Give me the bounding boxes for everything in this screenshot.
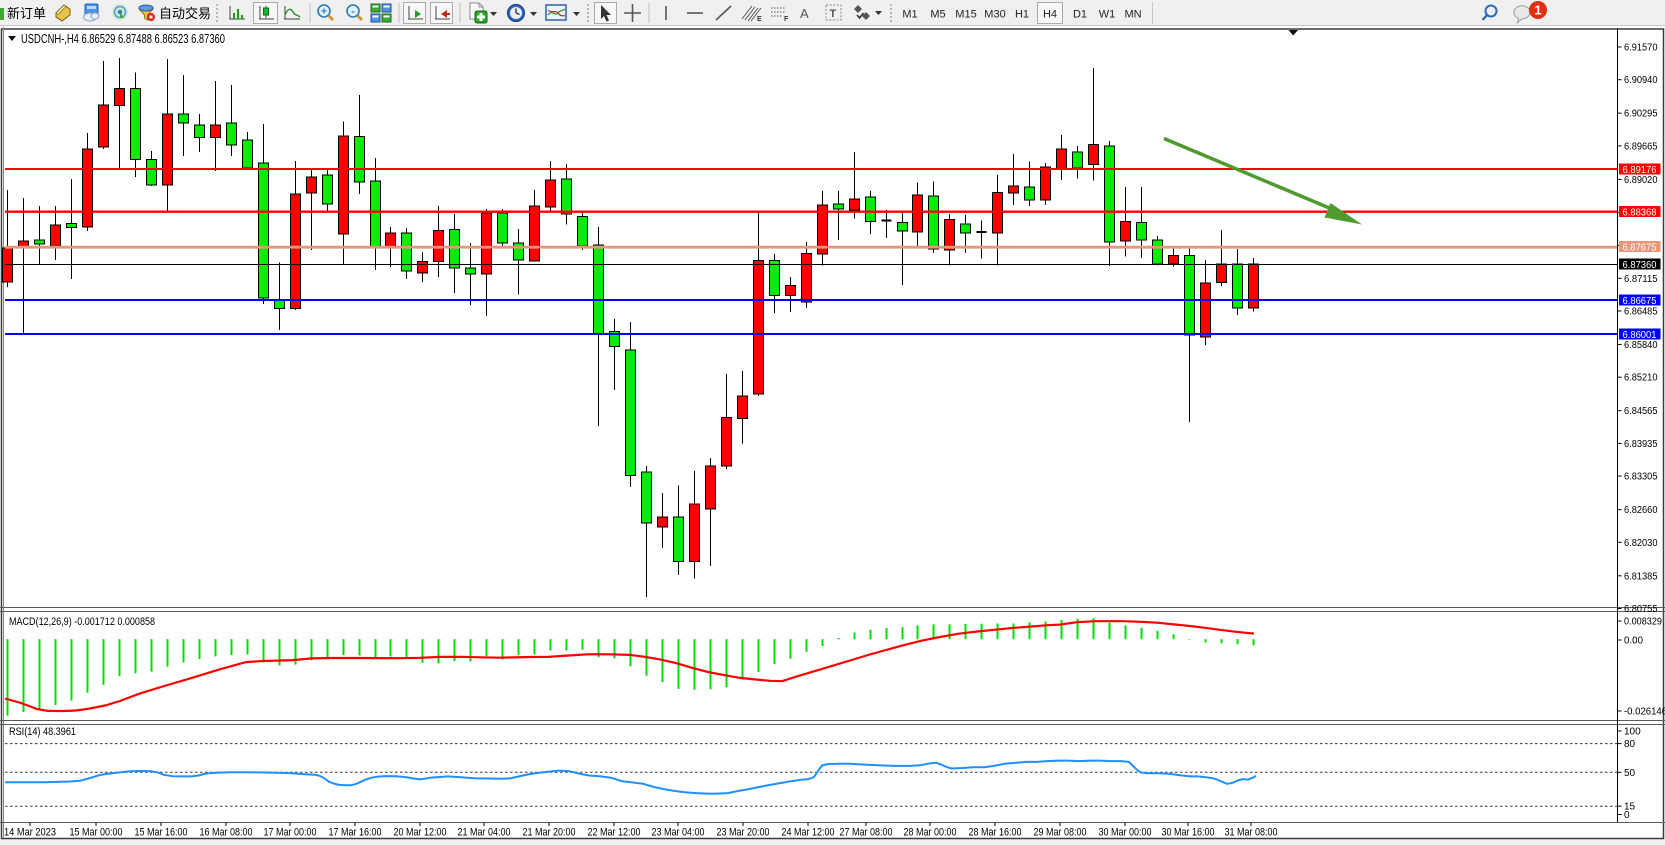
svg-text:24 Mar 12:00: 24 Mar 12:00 — [782, 827, 835, 839]
svg-text:0.008329: 0.008329 — [1624, 617, 1662, 628]
svg-text:21 Mar 04:00: 21 Mar 04:00 — [458, 827, 511, 839]
svg-text:M1: M1 — [902, 9, 917, 21]
svg-text:28 Mar 00:00: 28 Mar 00:00 — [904, 827, 957, 839]
svg-text:50: 50 — [1624, 768, 1636, 779]
svg-text:6.91570: 6.91570 — [1624, 43, 1658, 54]
svg-text:16 Mar 08:00: 16 Mar 08:00 — [200, 827, 253, 839]
svg-text:6.80755: 6.80755 — [1624, 604, 1658, 615]
svg-text:-0.026146: -0.026146 — [1624, 707, 1665, 718]
svg-text:F: F — [784, 16, 789, 23]
svg-text:新订单: 新订单 — [7, 6, 46, 21]
svg-text:100: 100 — [1624, 727, 1641, 738]
svg-text:20 Mar 12:00: 20 Mar 12:00 — [394, 827, 447, 839]
svg-text:H4: H4 — [1043, 9, 1057, 21]
svg-text:29 Mar 08:00: 29 Mar 08:00 — [1034, 827, 1087, 839]
svg-text:21 Mar 20:00: 21 Mar 20:00 — [523, 827, 576, 839]
svg-text:MN: MN — [1124, 9, 1141, 21]
svg-text:6.83305: 6.83305 — [1624, 472, 1658, 483]
svg-text:0.00: 0.00 — [1624, 636, 1643, 647]
svg-text:23 Mar 04:00: 23 Mar 04:00 — [652, 827, 705, 839]
svg-text:6.85840: 6.85840 — [1624, 340, 1658, 351]
svg-text:6.86001: 6.86001 — [1623, 330, 1657, 341]
svg-text:-: - — [351, 7, 354, 18]
svg-text:6.88368: 6.88368 — [1623, 207, 1657, 218]
svg-text:6.86675: 6.86675 — [1623, 296, 1657, 307]
svg-text:6.89020: 6.89020 — [1624, 175, 1658, 186]
svg-text:6.85210: 6.85210 — [1624, 373, 1658, 384]
svg-text:A: A — [800, 6, 809, 21]
svg-text:0: 0 — [1624, 810, 1630, 821]
svg-text:M15: M15 — [955, 9, 976, 21]
svg-text:6.84565: 6.84565 — [1624, 406, 1658, 417]
svg-text:W1: W1 — [1099, 9, 1116, 21]
svg-text:22 Mar 12:00: 22 Mar 12:00 — [588, 827, 641, 839]
svg-text:USDCNH-,H4 6.86529 6.87488 6.: USDCNH-,H4 6.86529 6.87488 6.86523 6.873… — [21, 32, 225, 46]
svg-text:15 Mar 16:00: 15 Mar 16:00 — [135, 827, 188, 839]
svg-text:6.87675: 6.87675 — [1623, 242, 1657, 253]
svg-text:23 Mar 20:00: 23 Mar 20:00 — [717, 827, 770, 839]
svg-text:17 Mar 16:00: 17 Mar 16:00 — [329, 827, 382, 839]
svg-text:6.89176: 6.89176 — [1623, 165, 1657, 176]
svg-text:RSI(14) 48.3961: RSI(14) 48.3961 — [9, 726, 76, 738]
svg-text:17 Mar 00:00: 17 Mar 00:00 — [264, 827, 317, 839]
svg-text:30 Mar 00:00: 30 Mar 00:00 — [1099, 827, 1152, 839]
svg-text:30 Mar 16:00: 30 Mar 16:00 — [1162, 827, 1215, 839]
svg-text:D1: D1 — [1073, 9, 1087, 21]
svg-text:6.82660: 6.82660 — [1624, 505, 1658, 516]
svg-text:1: 1 — [1534, 3, 1541, 18]
svg-text:H1: H1 — [1015, 9, 1029, 21]
svg-text:15 Mar 00:00: 15 Mar 00:00 — [70, 827, 123, 839]
svg-text:MACD(12,26,9) -0.001712 0.0008: MACD(12,26,9) -0.001712 0.000858 — [9, 616, 155, 628]
svg-text:6.83935: 6.83935 — [1624, 439, 1658, 450]
svg-text:14 Mar 2023: 14 Mar 2023 — [4, 827, 56, 839]
svg-text:6.86485: 6.86485 — [1624, 307, 1658, 318]
svg-text:+: + — [321, 7, 327, 18]
svg-text:6.87115: 6.87115 — [1624, 274, 1658, 285]
svg-text:6.87360: 6.87360 — [1623, 260, 1657, 271]
svg-text:15: 15 — [1624, 802, 1636, 813]
svg-text:6.81385: 6.81385 — [1624, 571, 1658, 582]
svg-text:M5: M5 — [930, 9, 945, 21]
svg-text:27 Mar 08:00: 27 Mar 08:00 — [840, 827, 893, 839]
svg-text:M30: M30 — [984, 9, 1005, 21]
svg-text:28 Mar 16:00: 28 Mar 16:00 — [969, 827, 1022, 839]
svg-text:E: E — [757, 16, 762, 23]
svg-text:T: T — [830, 8, 837, 20]
svg-text:6.90940: 6.90940 — [1624, 75, 1658, 86]
svg-text:6.90295: 6.90295 — [1624, 109, 1658, 120]
svg-text:自动交易: 自动交易 — [159, 6, 211, 21]
svg-text:80: 80 — [1624, 739, 1636, 750]
svg-text:6.89665: 6.89665 — [1624, 141, 1658, 152]
svg-text:31 Mar 08:00: 31 Mar 08:00 — [1225, 827, 1278, 839]
svg-text:6.82030: 6.82030 — [1624, 538, 1658, 549]
